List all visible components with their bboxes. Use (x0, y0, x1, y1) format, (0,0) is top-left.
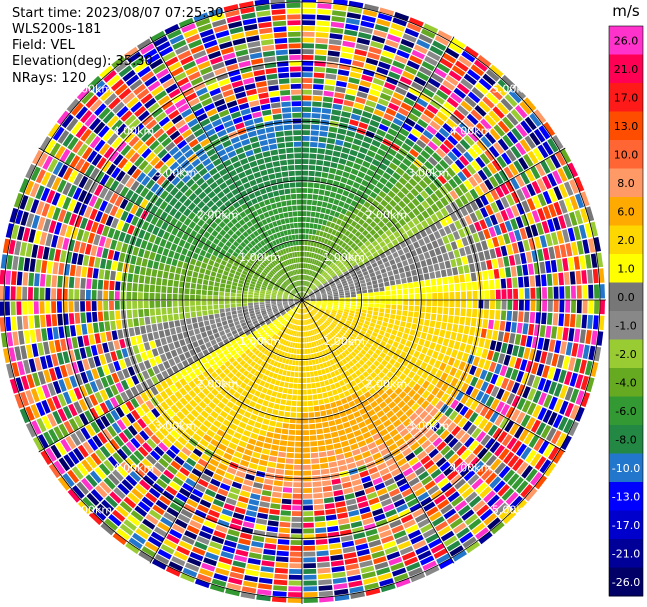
colorbar-unit: m/s (612, 2, 640, 20)
ring-label-5km: 5.00km (492, 504, 534, 517)
colorbar-tick-label: -13.0 (612, 490, 640, 503)
colorbar-segment (609, 54, 643, 84)
colorbar-segment (609, 111, 643, 141)
azimuth-spoke-210 (149, 299, 303, 564)
ring-label-1km: 1.00km (323, 335, 365, 348)
colorbar-segment (609, 168, 643, 198)
colorbar-tick-label: -10.0 (612, 462, 640, 475)
colorbar-tick-label: -30.0 (612, 604, 640, 607)
colorbar-segment (609, 225, 643, 255)
azimuth-spoke-120 (301, 299, 566, 453)
elevation-label: Elevation(deg): 35.30 (12, 54, 153, 69)
ring-label-2km: 2.00km (197, 209, 239, 222)
colorbar-segment (609, 510, 643, 540)
colorbar-segment (609, 425, 643, 454)
colorbar-segment (609, 482, 643, 511)
colorbar-tick-label: -8.0 (615, 433, 636, 446)
ring-label-2km: 2.00km (197, 377, 239, 390)
colorbar-segment (609, 539, 643, 568)
instrument-label: WLS200s-181 (12, 22, 102, 37)
colorbar-tick-label: 21.0 (614, 63, 639, 76)
ring-label-5km: 5.00km (492, 82, 534, 95)
azimuth-spoke-60 (301, 147, 566, 301)
nrays-label: NRays: 120 (12, 71, 87, 86)
colorbar-segment (609, 368, 643, 397)
colorbar-tick-label: -4.0 (615, 376, 636, 389)
velocity-field (0, 0, 605, 603)
colorbar-tick-label: 10.0 (614, 148, 639, 161)
colorbar-segment (609, 26, 643, 55)
azimuth-spokes (0, 0, 606, 604)
colorbar-frame (608, 25, 644, 597)
colorbar-segment (609, 567, 643, 597)
colorbar-tick-label: 13.0 (614, 120, 639, 133)
colorbar-segment (609, 140, 643, 169)
ring-label-3km: 3.00km (408, 167, 450, 180)
azimuth-spoke-330 (149, 36, 303, 301)
colorbar-tick-label: 17.0 (614, 91, 639, 104)
colorbar-tick-label: 2.0 (617, 234, 635, 247)
ring-labels: 1.00km 1.00km 1.00km 1.00km 2.00km 2.00km 2.00… (71, 82, 534, 516)
field-label: Field: VEL (12, 38, 75, 53)
ring-label-1km: 1.00km (239, 335, 281, 348)
azimuth-spoke-240 (38, 299, 303, 453)
ring-label-3km: 3.00km (155, 167, 197, 180)
colorbar-segment (609, 197, 643, 226)
ring-label-3km: 3.00km (155, 419, 197, 432)
colorbar-tick-label: -1.0 (615, 319, 636, 332)
colorbar-segment (609, 396, 643, 426)
colorbar-tick-label: 1.0 (617, 262, 635, 275)
colorbar: m/s 26.0 21.0 17.0 13.0 10.0 8.0 6.0 2.0 1.0 0.0 -1… (608, 2, 644, 607)
colorbar-segment (609, 254, 643, 283)
colorbar-tick-label: -21.0 (612, 547, 640, 560)
colorbar-tick-label: -17.0 (612, 519, 640, 532)
ring-label-2km: 2.00km (366, 209, 408, 222)
ring-label-3km: 3.00km (408, 419, 450, 432)
colorbar-segment (609, 339, 643, 369)
colorbar-tick-label: 0.0 (617, 291, 635, 304)
ring-label-1km: 1.00km (323, 251, 365, 264)
colorbar-segment (609, 83, 643, 112)
ring-label-5km: 5.00km (71, 82, 113, 95)
ring-label-4km: 4.00km (450, 124, 492, 137)
azimuth-spoke-30 (301, 36, 455, 301)
ring-label-4km: 4.00km (113, 462, 155, 475)
ring-label-4km: 4.00km (450, 462, 492, 475)
azimuth-spoke-150 (301, 299, 455, 564)
colorbar-tick-label: -6.0 (615, 405, 636, 418)
colorbar-tick-label: 26.0 (614, 34, 639, 47)
colorbar-tick-label: 8.0 (617, 177, 635, 190)
colorbar-segment (609, 453, 643, 483)
ring-label-5km: 5.00km (71, 504, 113, 517)
ring-label-2km: 2.00km (366, 377, 408, 390)
colorbar-segment (609, 311, 643, 340)
colorbar-segment (609, 282, 643, 312)
colorbar-tick-label: 6.0 (617, 205, 635, 218)
colorbar-tick-label: -2.0 (615, 348, 636, 361)
ring-label-4km: 4.00km (113, 124, 155, 137)
colorbar-tick-label: -26.0 (612, 576, 640, 589)
ring-label-1km: 1.00km (239, 251, 281, 264)
azimuth-spoke-300 (38, 147, 303, 301)
start-time-label: Start time: 2023/08/07 07:25:30 (12, 6, 224, 21)
